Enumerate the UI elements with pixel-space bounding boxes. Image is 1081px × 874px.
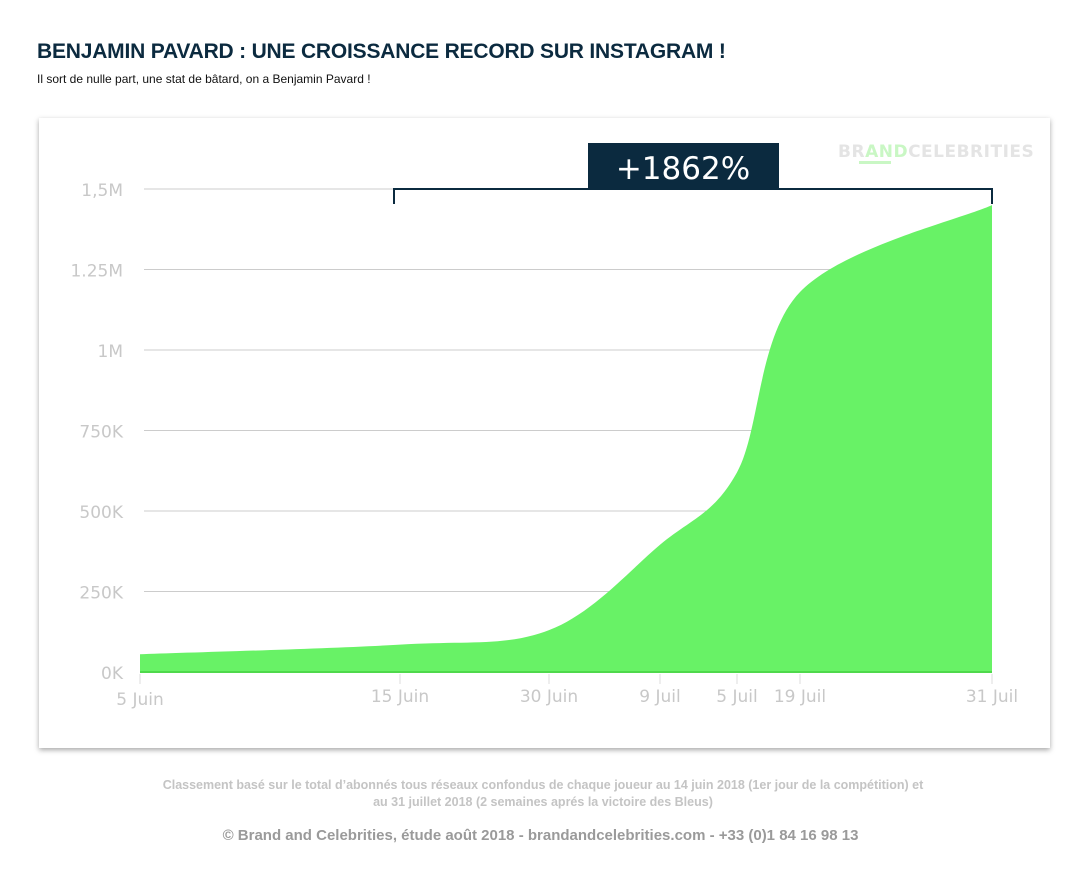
y-tick-label: 250K — [79, 584, 123, 604]
growth-bracket — [393, 188, 993, 204]
y-tick-label: 1,5M — [81, 181, 123, 201]
copyright: © Brand and Celebrities, étude août 2018… — [222, 827, 859, 844]
x-tick-label: 30 Juin — [520, 687, 578, 707]
area-chart: 0K 250K 500K 750K 1M 1.25M 1,5M 5 Juin 15 Juin 30… — [70, 142, 1034, 710]
x-tick-label: 9 Juil — [639, 687, 680, 707]
area-series — [140, 205, 992, 672]
growth-label: +1862% — [616, 151, 750, 187]
x-tick-label: 15 Juin — [371, 687, 429, 707]
growth-badge — [588, 143, 779, 189]
page-title: BENJAMIN PAVARD : UNE CROISSANCE RECORD … — [37, 40, 726, 63]
x-tick-label: 19 Juil — [774, 687, 826, 707]
y-tick-label: 0K — [101, 664, 124, 684]
x-tick-label: 5 Juil — [716, 687, 757, 707]
y-tick-label: 500K — [79, 503, 123, 523]
brand-logo: BRANDCELEBRITIES — [838, 142, 1034, 162]
chart-card: 0K 250K 500K 750K 1M 1.25M 1,5M 5 Juin 15 Juin 30… — [39, 118, 1050, 748]
y-tick-label: 1.25M — [70, 262, 123, 282]
x-tick-label: 31 Juil — [966, 687, 1018, 707]
logo-underline — [859, 161, 891, 164]
footnote: Classement basé sur le total d’abonnés t… — [162, 778, 924, 809]
y-tick-label: 750K — [79, 423, 123, 443]
page-subtitle: Il sort de nulle part, une stat de bâtar… — [37, 72, 371, 86]
x-tick-label: 5 Juin — [116, 690, 164, 710]
y-tick-label: 1M — [98, 342, 123, 362]
